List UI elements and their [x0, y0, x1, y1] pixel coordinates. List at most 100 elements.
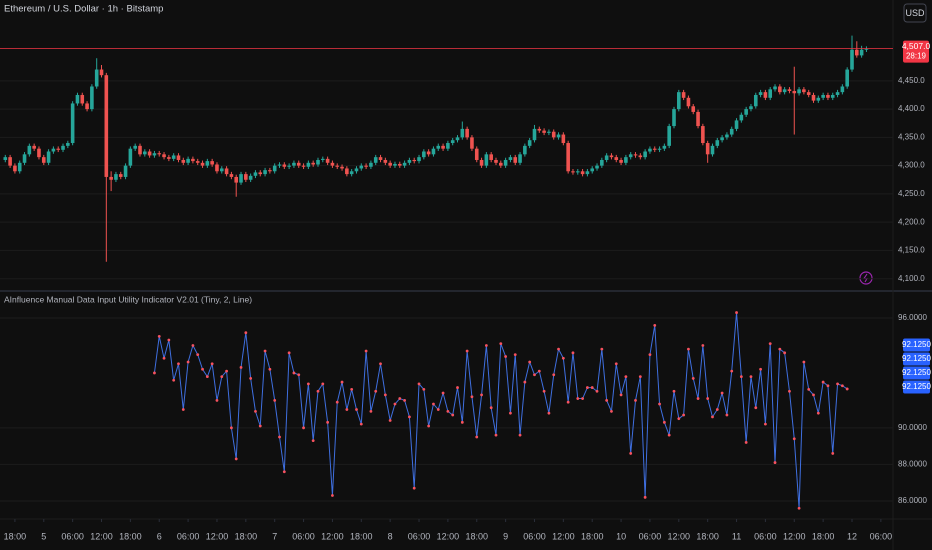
x-tick-label: 06:00 [177, 531, 200, 541]
candle-body [128, 148, 133, 166]
candle-body [61, 145, 65, 150]
candle-body [13, 165, 17, 172]
candle-body [705, 143, 710, 155]
indicator-point [196, 353, 200, 357]
indicator-point [831, 452, 835, 455]
candle-body [725, 134, 729, 138]
indicator-point [754, 406, 758, 410]
indicator-point [840, 384, 844, 388]
indicator-point [451, 413, 455, 417]
indicator-point [648, 353, 652, 357]
indicator-point [359, 422, 363, 426]
indicator-point [720, 391, 724, 395]
indicator-point [205, 375, 209, 378]
indicator-point [504, 355, 508, 358]
indicator-point [701, 344, 705, 347]
indicator-point [552, 373, 556, 377]
indicator-point [292, 371, 296, 375]
candle-body [75, 94, 80, 104]
candle-body [773, 86, 777, 90]
candle-body [508, 157, 513, 160]
x-tick-label: 18:00 [4, 531, 27, 541]
indicator-point [571, 351, 575, 355]
candle-body [450, 140, 455, 144]
indicator-point [634, 398, 637, 402]
indicator-point [547, 411, 551, 415]
candle-body [296, 162, 301, 166]
candle-body [229, 174, 234, 177]
candle-body [335, 165, 340, 167]
indicator-point [475, 435, 479, 439]
indicator-point [456, 386, 459, 389]
event-icon-circle[interactable] [859, 271, 873, 285]
indicator-point [225, 369, 228, 373]
candle-body [802, 89, 806, 93]
candle-body [782, 89, 787, 93]
candle-body [523, 145, 527, 155]
last-value-label: 92.1250 [902, 368, 931, 377]
candle-body [248, 175, 253, 180]
candle-body [330, 162, 335, 166]
candle-body [104, 75, 109, 177]
candle-body [80, 94, 85, 104]
candle-body [571, 171, 575, 173]
indicator-point [186, 360, 190, 364]
indicator-point [653, 323, 657, 327]
candle-body [465, 128, 469, 138]
x-tick-label: 12:00 [552, 531, 575, 541]
candle-body [143, 151, 147, 155]
indicator-point [157, 334, 161, 338]
indicator-point [181, 408, 185, 411]
candle-body [460, 128, 465, 138]
indicator-point [239, 366, 243, 369]
candle-body [604, 155, 609, 160]
indicator-point [523, 380, 527, 384]
candle-body [710, 145, 715, 155]
indicator-point [667, 433, 671, 437]
candle-body [585, 171, 590, 175]
indicator-point [821, 380, 825, 384]
candle-body [763, 92, 768, 98]
indicator-point [403, 398, 406, 402]
indicator-point [383, 393, 387, 397]
x-tick-label: 12:00 [437, 531, 460, 541]
candle-body [677, 92, 681, 110]
candle-body [282, 164, 287, 167]
candle-body [835, 92, 840, 95]
indicator-point [600, 347, 604, 351]
candle-body [123, 165, 128, 177]
candle-body [219, 168, 224, 172]
candle-body [263, 170, 267, 175]
candle-body [855, 49, 859, 56]
candle-body [633, 154, 638, 156]
y-tick-label: 4,400.0 [898, 104, 925, 113]
indicator-point [210, 362, 214, 366]
candle-body [739, 114, 744, 121]
indicator-point [518, 433, 522, 437]
candle-body [537, 128, 542, 131]
candle-body [494, 159, 498, 163]
last-value-box [903, 380, 930, 394]
candle-body [864, 48, 869, 50]
currency-label[interactable]: USD [905, 8, 925, 18]
last-price-label: 4,507.0 [902, 41, 931, 51]
candle-body [157, 153, 162, 155]
candle-body [758, 92, 763, 95]
candle-body [652, 148, 657, 150]
candle-body [27, 145, 32, 155]
indicator-point [297, 373, 301, 377]
indicator-point [465, 349, 469, 353]
indicator-point [393, 402, 397, 406]
countdown-label: 28:19 [906, 52, 927, 61]
indicator-point [624, 375, 628, 378]
candle-body [268, 170, 272, 172]
candle-body [37, 148, 41, 158]
currency-button[interactable] [903, 3, 927, 23]
candle-body [388, 162, 392, 166]
y-tick-label: 96.0000 [898, 313, 927, 322]
y-tick-label: 4,350.0 [898, 132, 925, 141]
indicator-point [379, 362, 382, 366]
candle-body [85, 103, 89, 110]
indicator-point [816, 411, 820, 415]
indicator-point [480, 393, 483, 397]
